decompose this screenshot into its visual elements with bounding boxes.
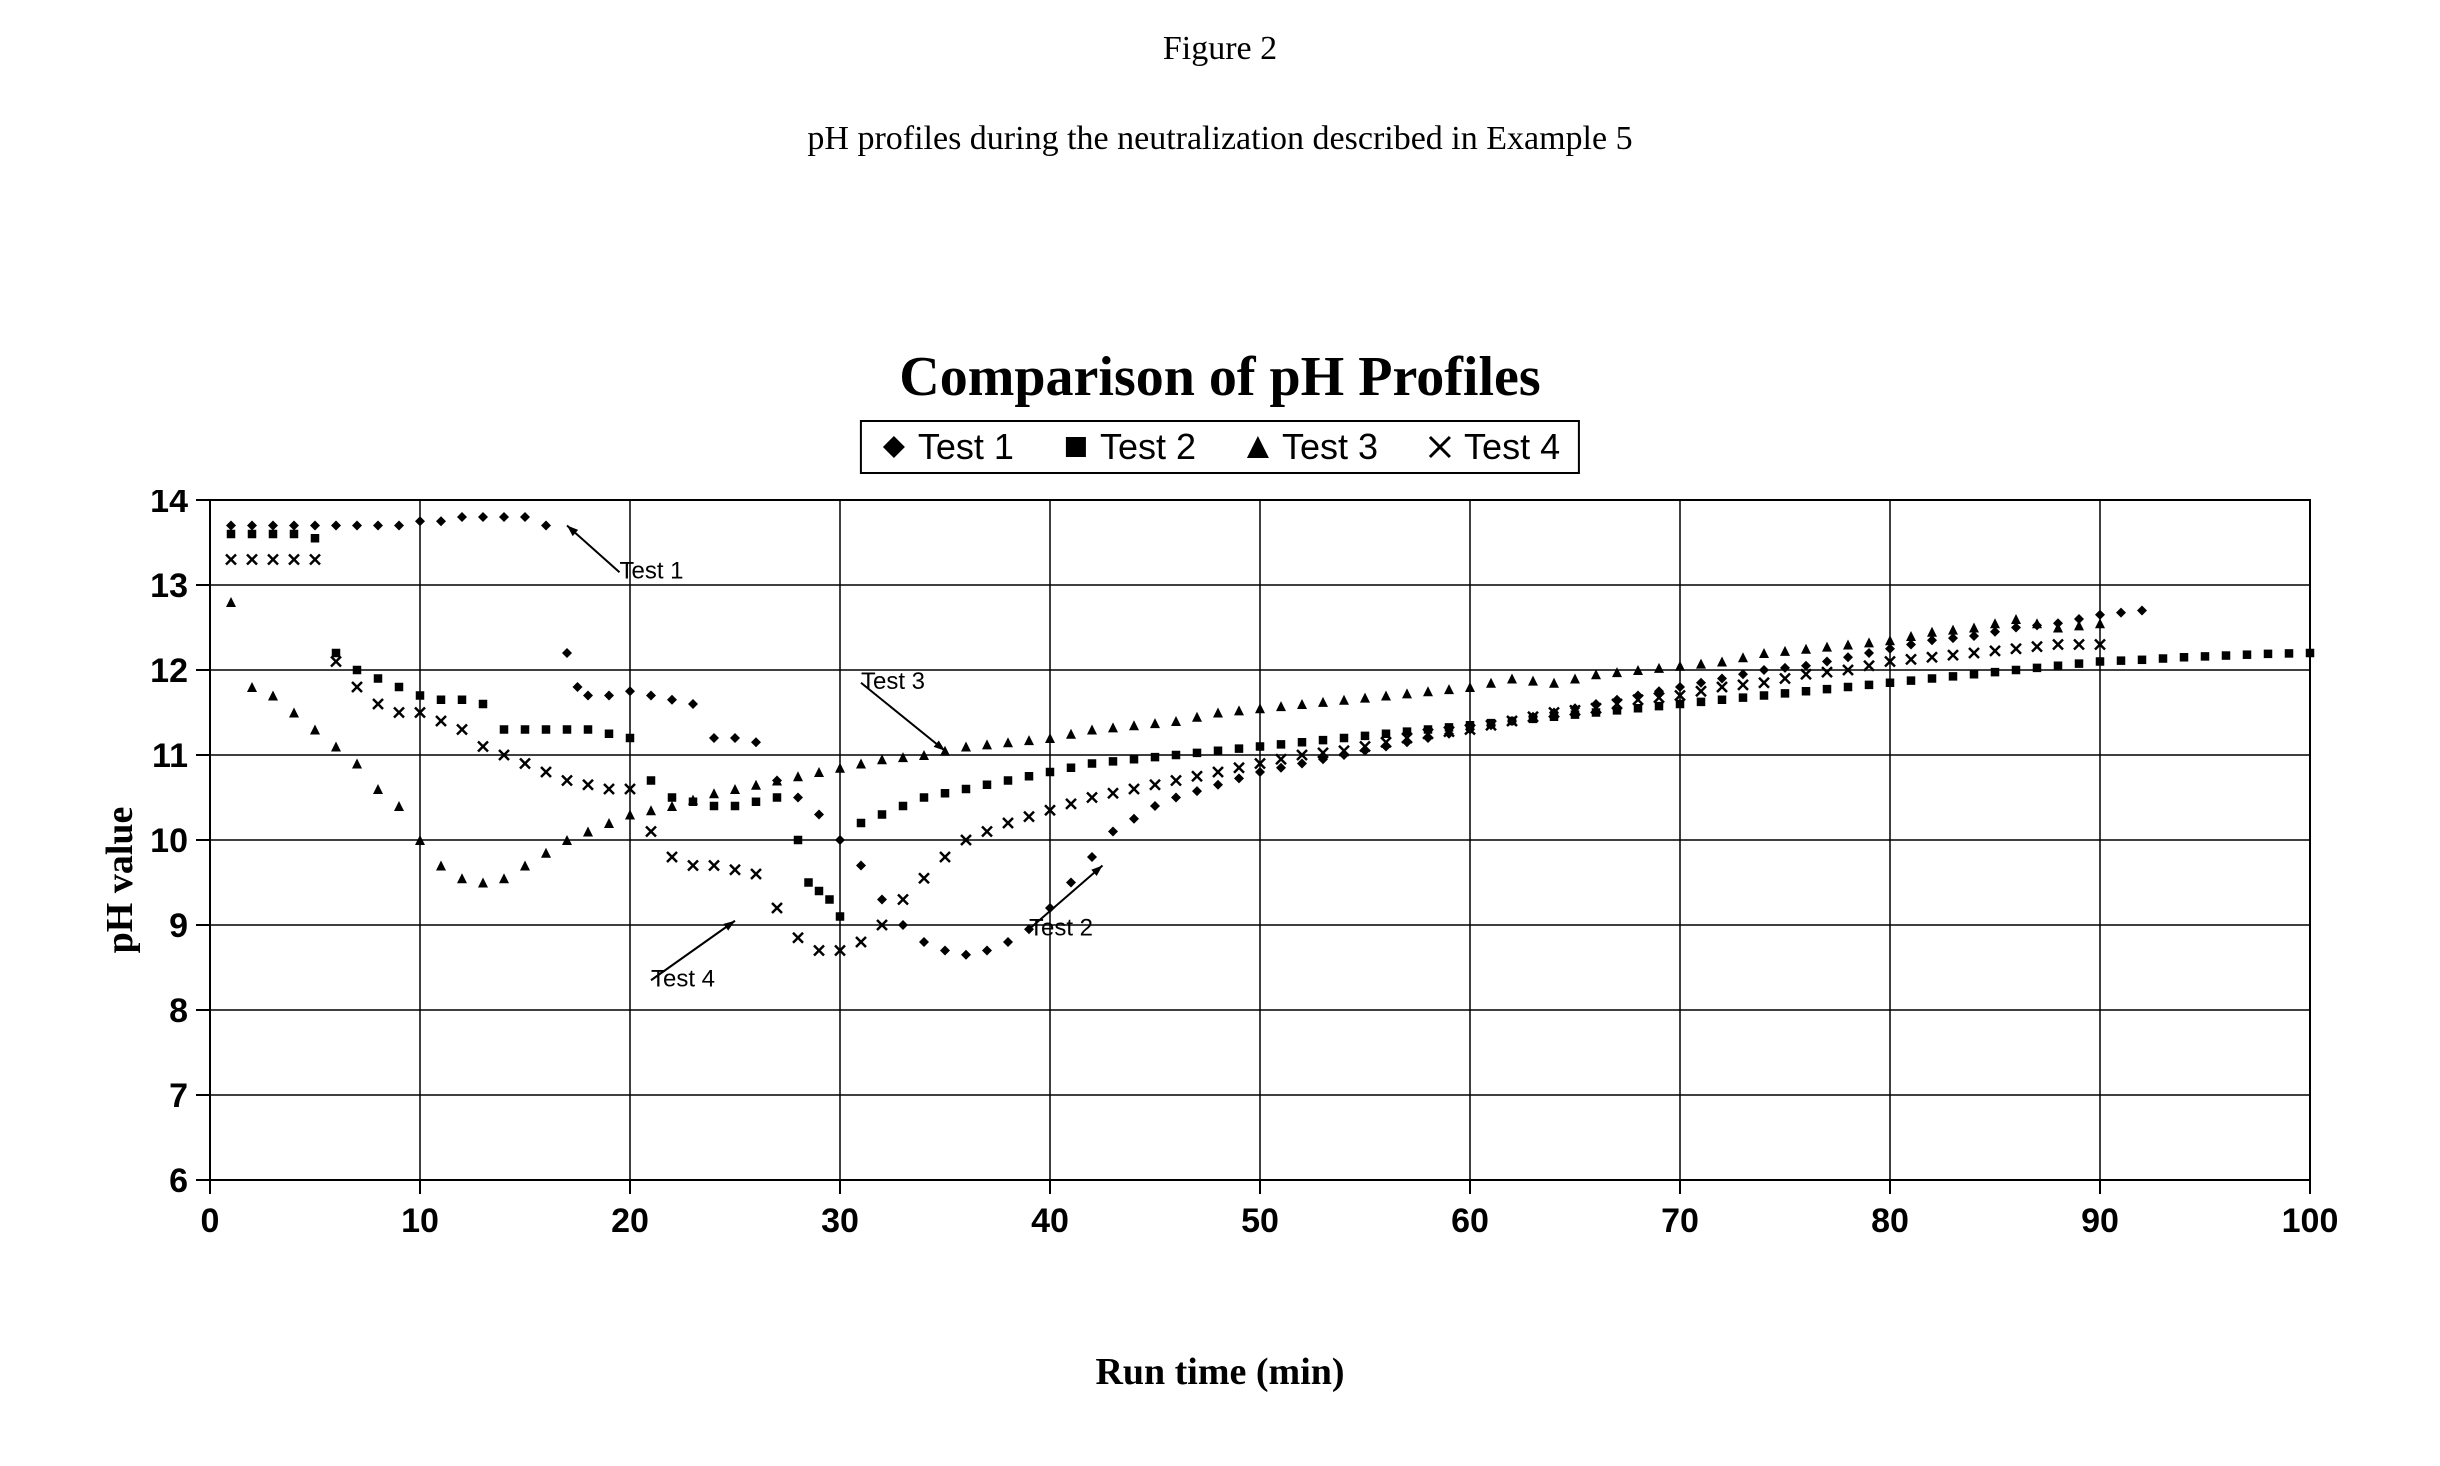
svg-text:0: 0 — [201, 1202, 220, 1240]
x-axis-label: Run time (min) — [0, 1350, 2440, 1394]
svg-text:30: 30 — [821, 1202, 859, 1240]
svg-text:Test 3: Test 3 — [861, 668, 925, 695]
y-axis-label: pH value — [98, 807, 142, 954]
svg-text:80: 80 — [1871, 1202, 1909, 1240]
svg-text:11: 11 — [152, 737, 188, 775]
svg-text:20: 20 — [611, 1202, 649, 1240]
svg-text:70: 70 — [1661, 1202, 1699, 1240]
legend-label: Test 4 — [1464, 426, 1560, 468]
legend-label: Test 1 — [918, 426, 1014, 468]
svg-text:Test 1: Test 1 — [620, 557, 684, 584]
triangle-marker-icon — [1244, 433, 1272, 461]
diamond-marker-icon — [880, 433, 908, 461]
svg-text:10: 10 — [401, 1202, 439, 1240]
legend-item: Test 4 — [1426, 426, 1560, 468]
svg-text:7: 7 — [169, 1077, 188, 1115]
chart-svg: 0 10 20 30 40 50 60 70 80 90 100 6 7 8 9 10 11 12 13 14 Test… — [100, 490, 2340, 1270]
figure-page: Figure 2 pH profiles during the neutrali… — [0, 0, 2440, 1466]
figure-caption: pH profiles during the neutralization de… — [0, 120, 2440, 158]
svg-text:13: 13 — [150, 567, 188, 605]
svg-text:12: 12 — [150, 652, 188, 690]
legend-item: Test 2 — [1062, 426, 1196, 468]
legend-item: Test 3 — [1244, 426, 1378, 468]
chart-title: Comparison of pH Profiles — [0, 345, 2440, 409]
svg-text:14: 14 — [150, 490, 188, 520]
chart-legend: Test 1 Test 2 Test 3 Test 4 — [860, 420, 1580, 474]
chart-plot-area: pH value 0 10 20 30 40 50 60 70 80 90 100 6 7 8 9 10 11 1… — [100, 490, 2340, 1270]
legend-item: Test 1 — [880, 426, 1014, 468]
legend-label: Test 2 — [1100, 426, 1196, 468]
svg-text:6: 6 — [169, 1162, 188, 1200]
svg-text:50: 50 — [1241, 1202, 1279, 1240]
svg-text:9: 9 — [169, 907, 188, 945]
svg-text:60: 60 — [1451, 1202, 1489, 1240]
svg-text:Test 2: Test 2 — [1029, 914, 1093, 941]
svg-text:100: 100 — [2282, 1202, 2339, 1240]
legend-label: Test 3 — [1282, 426, 1378, 468]
x-marker-icon — [1426, 433, 1454, 461]
svg-text:Test 4: Test 4 — [651, 965, 715, 992]
svg-text:90: 90 — [2081, 1202, 2119, 1240]
figure-number: Figure 2 — [0, 30, 2440, 68]
square-marker-icon — [1062, 433, 1090, 461]
svg-text:10: 10 — [150, 822, 188, 860]
svg-text:40: 40 — [1031, 1202, 1069, 1240]
svg-text:8: 8 — [169, 992, 188, 1030]
